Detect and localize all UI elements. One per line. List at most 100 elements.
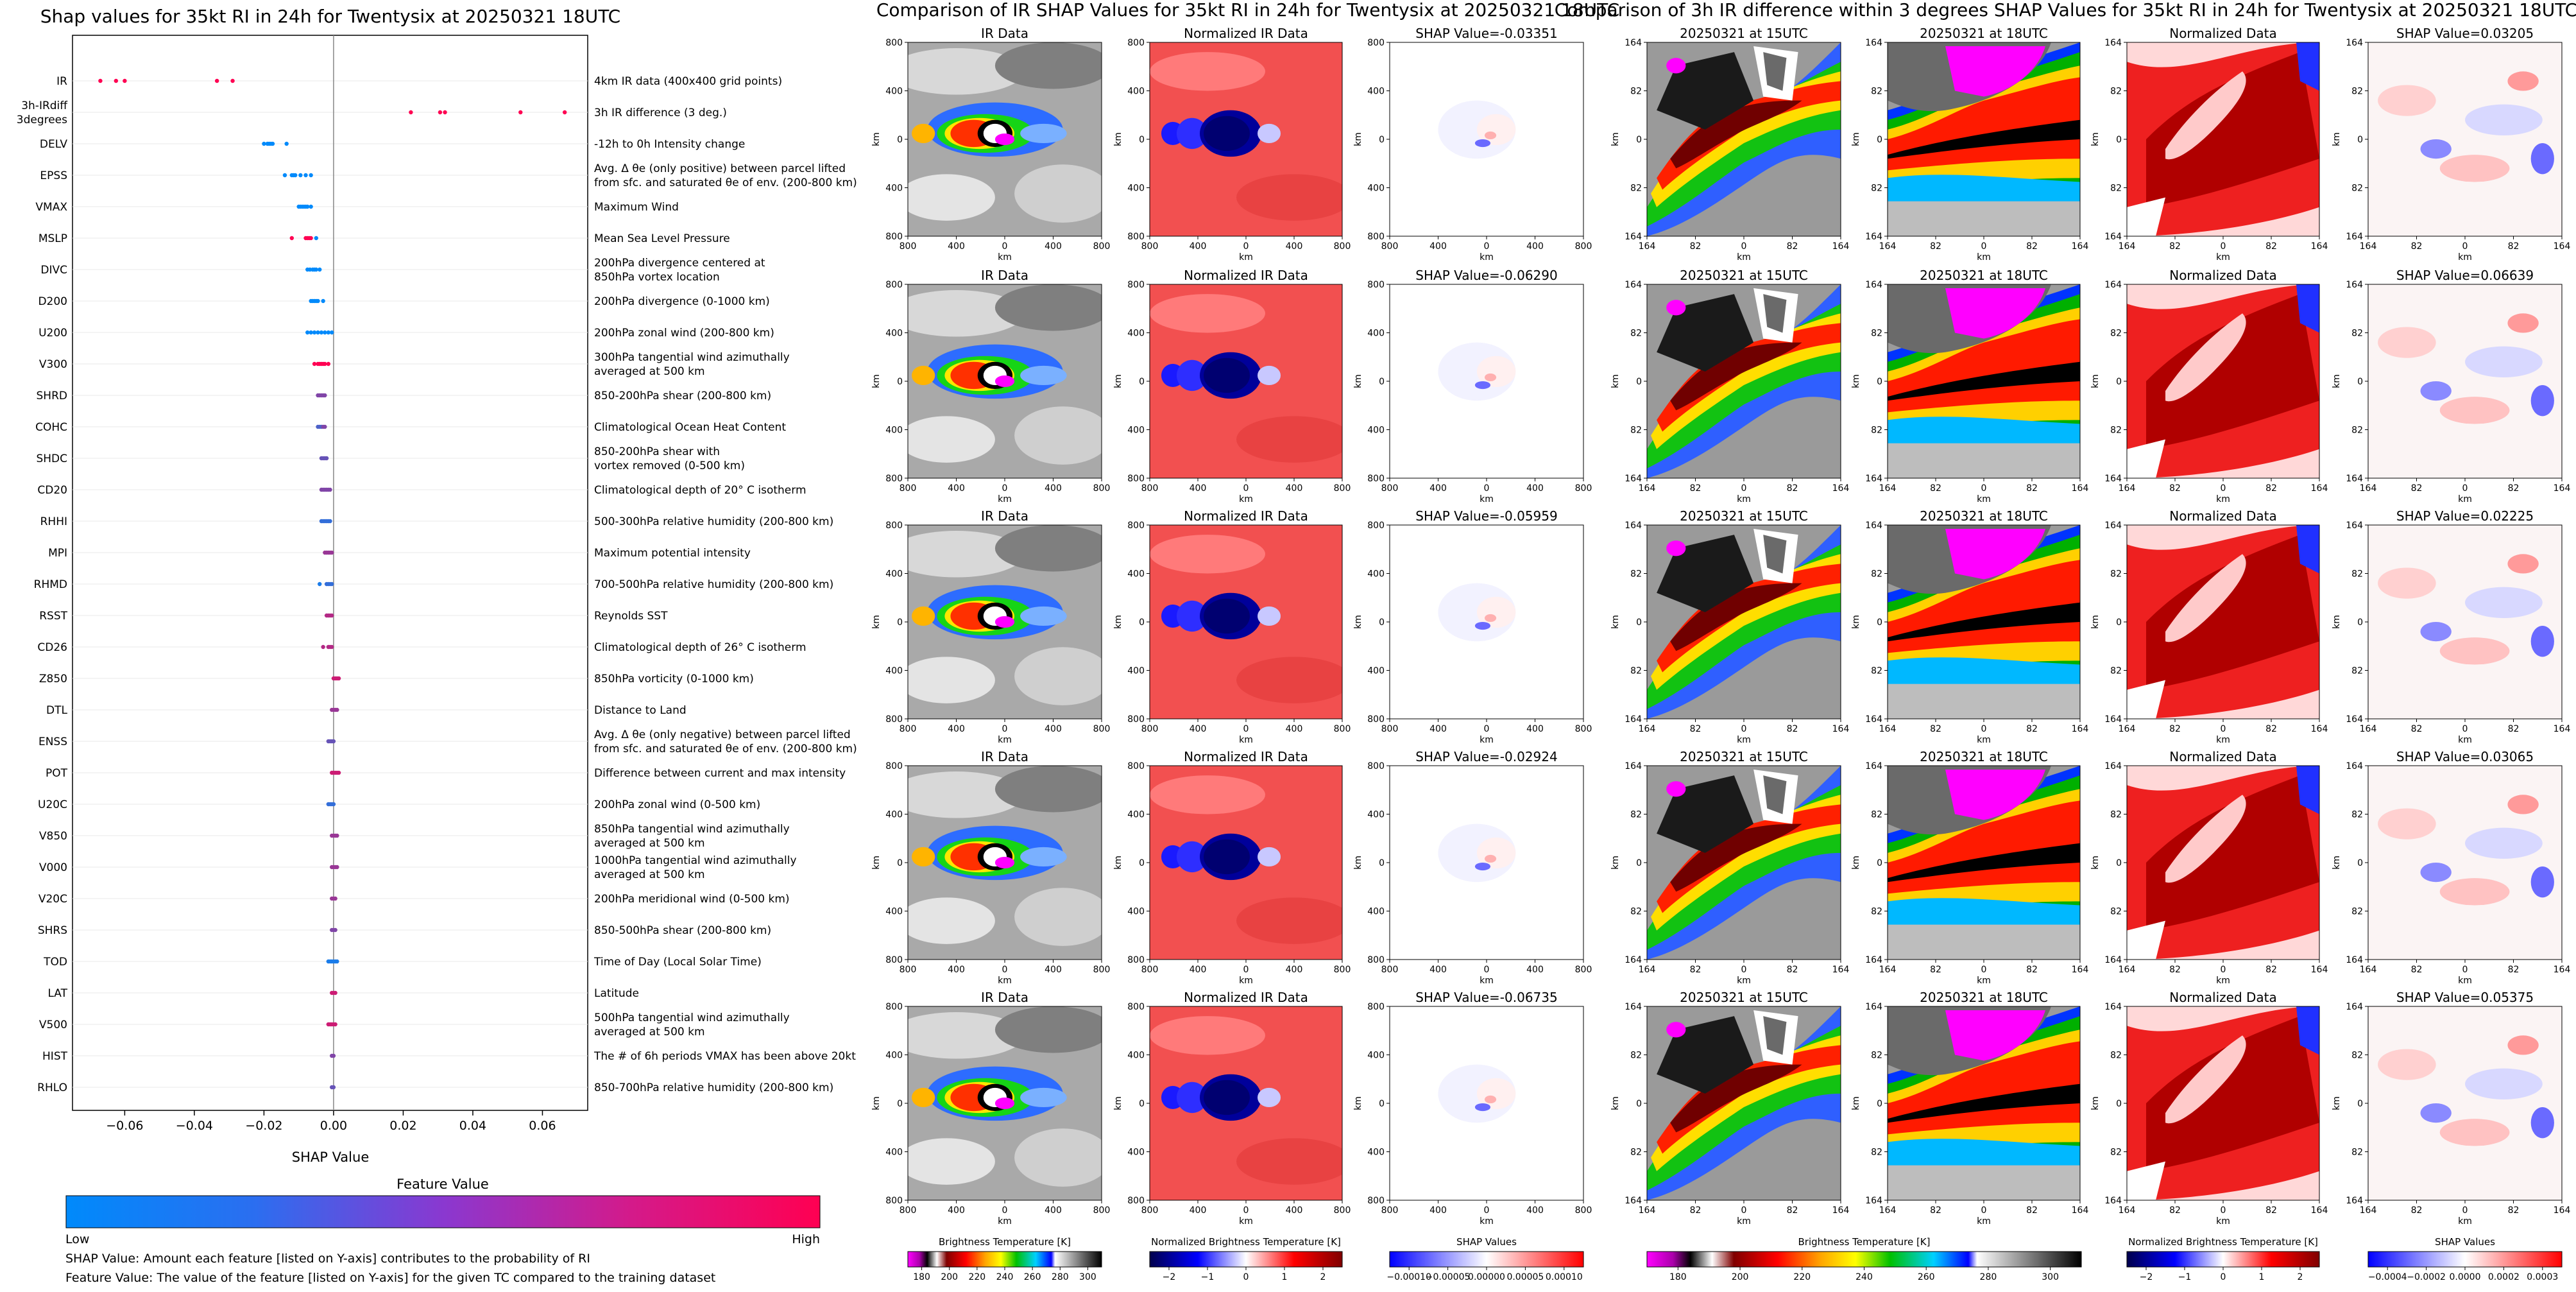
shap-point [298,173,303,178]
feature-label: V500 [39,1019,67,1031]
x-tick-label: 164 [2072,724,2089,734]
y-tick-label: 0 [1139,135,1145,145]
y-tick-label: 400 [885,569,903,580]
y-tick-label: 164 [1865,38,1882,48]
feature-label: TOD [43,956,67,969]
image-panel [907,42,1102,237]
panel-title: 20250321 at 15UTC [1680,749,1808,764]
shap-point [333,1022,337,1027]
colorbar [2126,1251,2320,1268]
y-tick-label: 800 [885,521,903,531]
y-tick-label: 82 [2110,810,2122,820]
x-tick-label: 82 [2026,965,2038,975]
y-tick-label: 400 [1127,426,1145,436]
x-tick-label: 164 [1879,483,1897,494]
shap-point [335,959,339,964]
x-axis-label: km [1480,252,1494,263]
image-panel [1646,765,1841,960]
panel-title: SHAP Value=-0.06290 [1415,268,1557,283]
x-tick-label: 800 [1093,241,1111,252]
x-tick-label: 0 [1484,241,1490,252]
feature-description: Reynolds SST [594,610,668,623]
y-tick-label: 82 [2110,1148,2122,1158]
x-tick-label: 0 [1484,724,1490,734]
y-tick-label: 800 [1127,1002,1145,1012]
image-panel [1887,524,2081,719]
x-tick-label: 82 [2411,724,2423,734]
x-tick-label: 400 [1190,241,1207,252]
y-tick-label: 0 [2357,135,2363,145]
feature-description: Mean Sea Level Pressure [594,232,730,245]
x-tick-label: 400 [1045,241,1062,252]
image-panel [2126,42,2320,237]
x-tick-label: 400 [1429,965,1447,975]
y-tick-label: 82 [2351,87,2363,97]
colorbar [2367,1251,2563,1268]
y-tick-label: 164 [2346,714,2363,725]
y-tick-label: 164 [1625,955,1642,965]
x-tick-label: 82 [1690,724,1702,734]
x-tick-label: 82 [1930,1205,1941,1216]
x-tick-label: 800 [1141,241,1159,252]
y-tick-label: 800 [1127,38,1145,48]
shap-point [289,236,294,241]
shap-point [331,1053,336,1058]
y-tick-label: 164 [1625,521,1642,531]
y-tick-label: 164 [2346,955,2363,965]
y-axis-label: km [871,615,882,629]
shap-point [305,204,310,209]
feature-label: CD20 [37,484,67,497]
x-tick-label: 400 [1190,965,1207,975]
x-tick-label: 400 [1429,483,1447,494]
y-axis-label: km [1610,1096,1621,1110]
x-tick-label: 82 [1787,724,1798,734]
y-tick-label: 164 [1865,1002,1882,1012]
x-tick-label: 82 [2508,724,2520,734]
x-tick-label: 82 [2265,724,2277,734]
feature-description: Climatological depth of 26° C isotherm [594,641,806,654]
x-axis-label: km [1480,1216,1494,1227]
x-tick-label: 82 [1930,724,1941,734]
x-tick-label: 164 [2311,965,2328,975]
panel-title: SHAP Value=-0.03351 [1415,26,1557,41]
y-tick-label: 0 [1877,617,1882,628]
x-tick-label: 0 [1243,965,1249,975]
x-tick-label: 0 [1002,241,1008,252]
feature-value-colorbar [65,1195,821,1228]
x-tick-label: 800 [900,724,917,734]
y-tick-label: 800 [1127,714,1145,725]
y-tick-label: 0 [1379,1099,1385,1109]
x-tick-label: 800 [1575,483,1592,494]
x-tick-label: 82 [1930,483,1941,494]
shap-point [326,361,330,366]
shap-point [318,267,322,272]
x-tick-label: 0 [1981,965,1987,975]
shap-point [284,141,289,146]
colorbar-tick-label: −0.0002 [2407,1272,2446,1282]
image-panel [1149,524,1343,719]
image-panel [2367,1006,2563,1201]
y-tick-label: 164 [2346,1196,2363,1206]
x-axis-label: km [1977,1216,1991,1227]
shap-point [336,676,341,681]
y-tick-label: 800 [1127,521,1145,531]
x-tick-label: 0 [2462,724,2468,734]
y-tick-label: 800 [885,38,903,48]
y-tick-label: 400 [1127,184,1145,194]
x-axis-label: km [2216,976,2230,986]
x-axis-label: km [998,976,1012,986]
y-tick-label: 0 [897,377,903,387]
panel-title: IR Data [981,749,1028,764]
x-axis-label: km [998,494,1012,504]
x-tick-label: 0 [1741,965,1747,975]
x-tick-label: 0 [1002,483,1008,494]
panel-title: SHAP Value=0.02225 [2396,508,2534,524]
x-tick-label: 82 [1690,483,1702,494]
x-tick-label: 82 [1787,241,1798,252]
y-tick-label: 800 [1367,714,1385,725]
y-tick-label: 0 [2357,1099,2363,1109]
image-panel [2126,765,2320,960]
x-axis-label: km [1239,252,1253,263]
x-tick-label: 400 [1286,483,1303,494]
